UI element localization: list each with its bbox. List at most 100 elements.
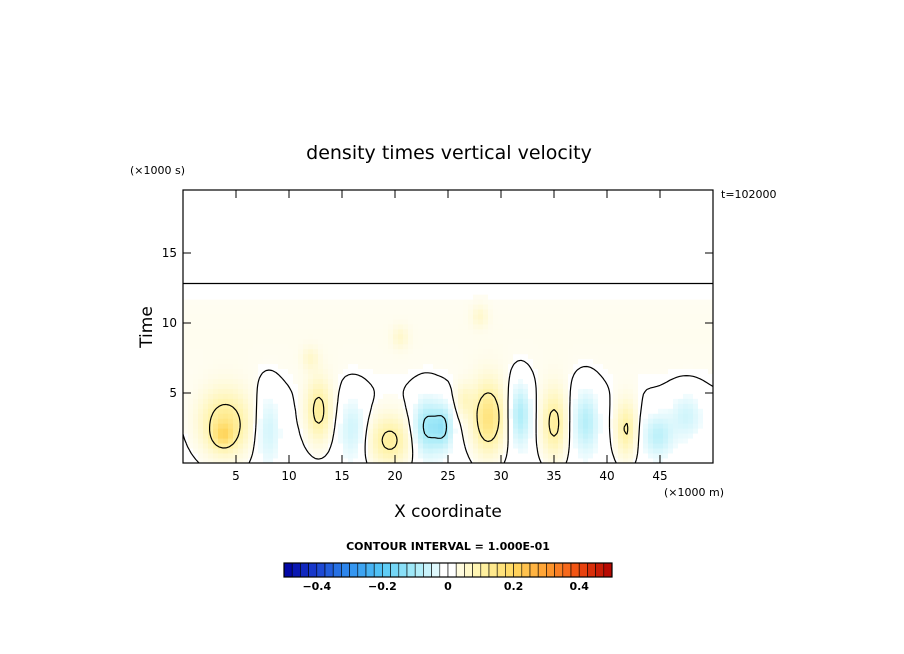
heatmap-cell	[333, 333, 339, 340]
heatmap-cell	[593, 274, 599, 280]
heatmap-cell	[318, 393, 324, 399]
heatmap-cell	[623, 338, 629, 345]
heatmap-cell	[293, 314, 299, 320]
heatmap-cell	[333, 453, 339, 459]
heatmap-cell	[333, 388, 339, 394]
heatmap-cell	[248, 398, 254, 404]
heatmap-cell	[213, 378, 219, 384]
heatmap-cell	[688, 309, 694, 315]
heatmap-cell	[378, 249, 384, 255]
heatmap-cell	[313, 254, 319, 260]
heatmap-cell	[708, 358, 714, 365]
heatmap-cell	[568, 289, 574, 295]
heatmap-cell	[598, 363, 604, 370]
heatmap-cell	[483, 254, 489, 260]
heatmap-cell	[503, 368, 509, 375]
heatmap-cell	[253, 363, 259, 370]
heatmap-cell	[438, 284, 444, 290]
heatmap-cell	[268, 324, 274, 330]
heatmap-cell	[188, 324, 194, 330]
heatmap-cell	[578, 294, 584, 300]
heatmap-cell	[463, 324, 469, 330]
heatmap-cell	[518, 338, 524, 345]
heatmap-cell	[613, 239, 619, 245]
heatmap-cell	[568, 448, 574, 454]
heatmap-cell	[483, 443, 489, 449]
heatmap-cell	[708, 343, 714, 350]
heatmap-cell	[663, 453, 669, 459]
heatmap-cell	[653, 373, 659, 380]
heatmap-cell	[303, 309, 309, 315]
heatmap-cell	[208, 343, 214, 350]
heatmap-cell	[573, 289, 579, 295]
heatmap-cell	[458, 333, 464, 340]
heatmap-cell	[208, 378, 214, 384]
heatmap-cell	[468, 279, 474, 285]
heatmap-cell	[673, 309, 679, 315]
heatmap-cell	[483, 234, 489, 241]
heatmap-cell	[518, 309, 524, 315]
heatmap-cell	[663, 309, 669, 315]
heatmap-cell	[543, 254, 549, 260]
heatmap-cell	[263, 259, 269, 265]
heatmap-cell	[413, 388, 419, 394]
heatmap-cell	[298, 304, 304, 310]
heatmap-cell	[243, 319, 249, 325]
heatmap-cell	[248, 403, 254, 409]
heatmap-cell	[578, 413, 584, 419]
heatmap-cell	[498, 259, 504, 265]
heatmap-cell	[358, 403, 364, 409]
heatmap-cell	[613, 338, 619, 345]
heatmap-cell	[303, 428, 309, 434]
heatmap-cell	[303, 324, 309, 330]
heatmap-cell	[453, 358, 459, 365]
heatmap-cell	[368, 398, 374, 404]
heatmap-cell	[693, 418, 699, 424]
heatmap-cell	[278, 324, 284, 330]
heatmap-cell	[468, 428, 474, 434]
heatmap-cell	[498, 289, 504, 295]
heatmap-cell	[693, 413, 699, 419]
heatmap-cell	[568, 353, 574, 360]
heatmap-cell	[328, 458, 334, 464]
heatmap-cell	[618, 378, 624, 384]
heatmap-cell	[413, 309, 419, 315]
heatmap-cell	[703, 418, 709, 424]
heatmap-cell	[273, 378, 279, 384]
heatmap-cell	[518, 229, 524, 236]
heatmap-cell	[648, 338, 654, 345]
heatmap-cell	[693, 299, 699, 305]
heatmap-cell	[293, 418, 299, 424]
heatmap-cell	[283, 458, 289, 464]
heatmap-cell	[703, 403, 709, 409]
heatmap-cell	[303, 438, 309, 444]
heatmap-cell	[608, 229, 614, 236]
heatmap-cell	[358, 413, 364, 419]
heatmap-cell	[208, 239, 214, 245]
heatmap-cell	[483, 319, 489, 325]
heatmap-cell	[603, 428, 609, 434]
heatmap-cell	[508, 229, 514, 236]
heatmap-cell	[603, 244, 609, 250]
heatmap-cell	[608, 413, 614, 419]
heatmap-cell	[568, 319, 574, 325]
heatmap-cell	[598, 319, 604, 325]
heatmap-cell	[673, 264, 679, 270]
heatmap-cell	[353, 324, 359, 330]
heatmap-cell	[253, 398, 259, 404]
heatmap-cell	[493, 274, 499, 280]
heatmap-cell	[458, 249, 464, 255]
heatmap-cell	[203, 353, 209, 360]
heatmap-cell	[698, 274, 704, 280]
heatmap-cell	[298, 428, 304, 434]
heatmap-cell	[358, 254, 364, 260]
heatmap-cell	[363, 393, 369, 399]
heatmap-cell	[528, 413, 534, 419]
heatmap-cell	[568, 244, 574, 250]
heatmap-cell	[253, 324, 259, 330]
heatmap-cell	[373, 418, 379, 424]
heatmap-cell	[578, 388, 584, 394]
heatmap-cell	[318, 319, 324, 325]
heatmap-cell	[698, 333, 704, 340]
heatmap-cell	[638, 304, 644, 310]
